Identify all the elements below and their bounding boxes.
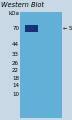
Text: 18: 18 xyxy=(12,75,19,81)
Text: ← 54kDa: ← 54kDa xyxy=(63,26,72,31)
Text: 33: 33 xyxy=(12,52,19,57)
Text: 10: 10 xyxy=(12,92,19,97)
Text: 22: 22 xyxy=(12,68,19,73)
Text: 44: 44 xyxy=(12,42,19,47)
Text: 26: 26 xyxy=(12,61,19,66)
FancyBboxPatch shape xyxy=(25,25,38,32)
Text: 14: 14 xyxy=(12,83,19,88)
Text: kDa: kDa xyxy=(8,11,19,16)
Text: 70: 70 xyxy=(12,26,19,31)
FancyBboxPatch shape xyxy=(20,12,62,118)
Text: Western Blot: Western Blot xyxy=(1,2,44,8)
